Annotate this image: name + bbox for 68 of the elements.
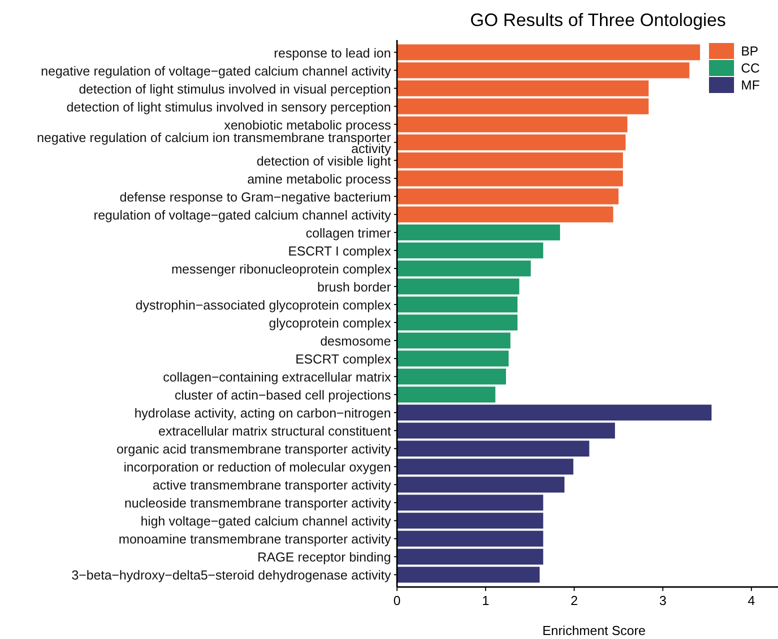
bar: [397, 458, 574, 475]
bar: [397, 566, 540, 583]
bar: [397, 242, 544, 258]
x-tick-label: 2: [570, 593, 578, 608]
y-tick-label: glycoprotein complex: [268, 315, 392, 330]
y-tick-label: dystrophin−associated glycoprotein complex: [136, 296, 392, 312]
bar: [397, 296, 518, 312]
bar: [397, 332, 510, 348]
y-tick-label: ESCRT I complex: [288, 242, 392, 258]
bar: [397, 422, 615, 439]
y-tick-label: xenobiotic metabolic process: [224, 116, 392, 132]
bar: [397, 404, 712, 421]
bar: [397, 350, 509, 366]
y-tick-label: negative regulation of voltage−gated calcium channel activity: [40, 62, 392, 78]
bar: [397, 494, 544, 511]
legend-label: MF: [741, 78, 760, 92]
y-tick-label: RAGE receptor binding: [257, 549, 391, 564]
bar: [397, 98, 649, 114]
y-tick-label: messenger ribonucleoprotein complex: [171, 260, 392, 276]
bar: [397, 368, 506, 384]
bar: [397, 134, 626, 150]
bar: [397, 512, 544, 529]
chart-title: GO Results of Three Ontologies: [470, 10, 726, 30]
x-tick-label: 1: [482, 593, 490, 608]
legend-label: BP: [741, 44, 758, 58]
bar: [397, 386, 496, 402]
bar: [397, 152, 623, 168]
y-tick-label: extracellular matrix structural constituent: [158, 423, 392, 438]
x-tick-label: 4: [748, 593, 756, 608]
y-tick-label: nucleoside transmembrane transporter activity: [124, 495, 392, 510]
x-axis-title: Enrichment Score: [542, 623, 646, 638]
y-tick-label: brush border: [317, 278, 392, 294]
bar: [397, 530, 544, 547]
bar: [397, 440, 590, 457]
y-tick-label: high voltage−gated calcium channel activity: [140, 513, 392, 528]
bar: [397, 548, 544, 565]
bar: [397, 206, 614, 222]
y-tick-label: collagen trimer: [306, 224, 392, 240]
bar: [397, 80, 649, 96]
y-tick-label: collagen−containing extracellular matrix: [163, 369, 392, 384]
x-tick-label: 3: [659, 593, 666, 608]
y-tick-label: regulation of voltage−gated calcium channel activity: [94, 206, 392, 222]
bar: [397, 260, 531, 276]
y-tick-label: monoamine transmembrane transporter activity: [118, 531, 392, 546]
y-tick-label: incorporation or reduction of molecular oxygen: [124, 459, 391, 474]
y-tick-label: desmosome: [320, 333, 391, 348]
bar: [397, 224, 560, 240]
y-tick-label: 3−beta−hydroxy−delta5−steroid dehydrogenase activity: [72, 567, 392, 582]
y-tick-label: response to lead ion: [274, 44, 391, 60]
legend-label: CC: [741, 60, 760, 76]
bar: [397, 188, 619, 204]
y-tick-label: hydrolase activity, acting on carbon−nitrogen: [134, 405, 391, 420]
y-tick-label: amine metabolic process: [247, 170, 392, 186]
y-tick-label: detection of light stimulus involved in visual perception: [78, 80, 391, 96]
bar: [397, 476, 564, 493]
y-tick-label: detection of light stimulus involved in sensory perception: [66, 98, 391, 114]
y-tick-label: active transmembrane transporter activity: [152, 477, 392, 492]
x-tick-label: 0: [393, 593, 401, 608]
bar: [397, 170, 623, 186]
bar: [397, 116, 628, 132]
y-tick-label: defense response to Gram−negative bacterium: [120, 188, 391, 204]
bar: [397, 278, 520, 294]
y-tick-label: ESCRT complex: [295, 351, 392, 366]
bar: [397, 314, 518, 330]
y-tick-label: cluster of actin−based cell projections: [174, 387, 392, 402]
bar: [397, 62, 690, 78]
bar: [397, 44, 700, 60]
y-tick-label: organic acid transmembrane transporter activity: [116, 441, 392, 456]
